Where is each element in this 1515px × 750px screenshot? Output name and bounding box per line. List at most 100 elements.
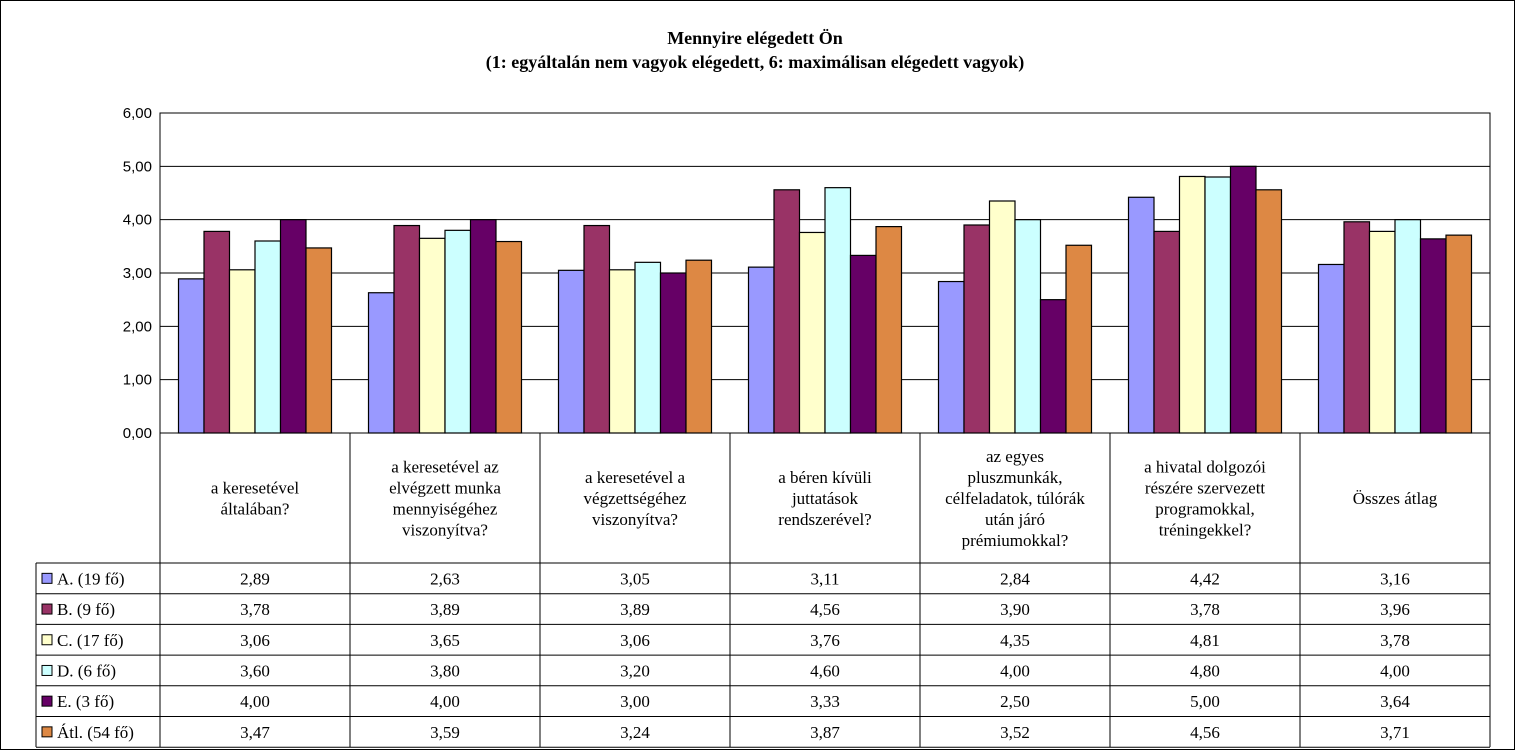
data-value-label: 4,35 (1000, 631, 1030, 650)
bar (1255, 189, 1283, 434)
data-value-label: 4,00 (430, 692, 460, 711)
bar (1445, 234, 1473, 434)
chart-title-block: Mennyire elégedett Ön (1: egyáltalán nem… (160, 26, 1350, 74)
bar (1343, 221, 1371, 434)
bar (557, 269, 585, 434)
y-tick-label: 4,00 (123, 212, 152, 229)
series-name: C. (17 fő) (57, 631, 124, 650)
category-label: az egyes (986, 447, 1044, 466)
bar (988, 200, 1016, 434)
data-value-label: 3,20 (620, 661, 650, 680)
legend-key (41, 664, 53, 676)
category-label: célfeladatok, túlórák (945, 489, 1085, 508)
category-label: tréningekkel? (1159, 521, 1252, 540)
bar (773, 189, 801, 434)
bar (203, 230, 231, 434)
category-label: a keresetével az (391, 458, 499, 477)
category-label: juttatások (791, 489, 859, 508)
data-value-label: 4,80 (1190, 661, 1220, 680)
y-tick-label: 3,00 (123, 265, 152, 282)
y-tick-label: 2,00 (123, 318, 152, 335)
data-value-label: 3,60 (240, 661, 270, 680)
bar (254, 240, 282, 434)
bar (1014, 219, 1042, 434)
data-value-label: 2,63 (430, 569, 460, 588)
data-value-label: 3,06 (240, 631, 270, 650)
data-value-label: 3,47 (240, 723, 270, 742)
category-label: a keresetével (211, 479, 300, 498)
series-name: D. (6 fő) (57, 661, 116, 680)
bar (1039, 299, 1067, 434)
bar (798, 231, 826, 434)
data-value-label: 5,00 (1190, 692, 1220, 711)
category-label: rendszerével? (778, 510, 871, 529)
data-value-label: 4,42 (1190, 569, 1220, 588)
bar (1178, 175, 1206, 434)
series-name: Átl. (54 fő) (57, 723, 134, 742)
data-value-label: 3,65 (430, 631, 460, 650)
bar (228, 269, 256, 434)
bar (1229, 165, 1257, 434)
data-value-label: 4,00 (1000, 661, 1030, 680)
category-label: végzettségéhez (584, 489, 687, 508)
bar (1127, 196, 1155, 434)
y-tick-label: 1,00 (123, 372, 152, 389)
data-value-label: 3,16 (1380, 569, 1410, 588)
data-value-label: 3,00 (620, 692, 650, 711)
data-value-label: 3,59 (430, 723, 460, 742)
category-label: részére szervezett (1145, 479, 1266, 498)
bar (963, 224, 991, 434)
data-value-label: 3,87 (810, 723, 840, 742)
bar (634, 261, 662, 434)
data-value-label: 3,90 (1000, 600, 1030, 619)
chart-subtitle: (1: egyáltalán nem vagyok elégedett, 6: … (485, 52, 1025, 72)
bar (583, 224, 611, 434)
category-label: után járó (985, 510, 1045, 529)
category-label: általában? (221, 500, 290, 519)
category-label: a hivatal dolgozói (1144, 458, 1266, 477)
data-value-label: 4,56 (810, 600, 840, 619)
series-name: B. (9 fő) (57, 600, 115, 619)
bar (937, 280, 965, 434)
bar (177, 278, 205, 434)
category-label: Összes átlag (1353, 489, 1438, 508)
data-value-label: 3,78 (1190, 600, 1220, 619)
data-value-label: 3,05 (620, 569, 650, 588)
data-value-label: 2,84 (1000, 569, 1030, 588)
bar (279, 219, 307, 434)
bar (1153, 230, 1181, 434)
bar (659, 272, 687, 434)
y-tick-label: 5,00 (123, 158, 152, 175)
y-tick-label: 6,00 (123, 105, 152, 122)
series-name: A. (19 fő) (57, 569, 125, 588)
bar (418, 237, 446, 434)
bar (495, 240, 523, 434)
category-label: viszonyítva? (592, 510, 678, 529)
bar (875, 226, 903, 434)
chart-title: Mennyire elégedett Ön (667, 28, 843, 48)
data-value-label: 3,71 (1380, 723, 1410, 742)
category-label: pluszmunkák, (968, 468, 1063, 487)
category-label: elvégzett munka (389, 479, 501, 498)
data-value-label: 3,64 (1380, 692, 1410, 711)
bar (1204, 176, 1232, 434)
category-label: mennyiségéhez (393, 500, 498, 519)
bar (444, 229, 472, 434)
data-value-label: 3,06 (620, 631, 650, 650)
series-name: E. (3 fő) (57, 692, 114, 711)
legend-key (41, 726, 53, 738)
data-value-label: 3,89 (430, 600, 460, 619)
data-value-label: 3,76 (810, 631, 840, 650)
bar (824, 187, 852, 434)
bar (367, 292, 395, 434)
bar (608, 269, 636, 434)
legend-key (41, 572, 53, 584)
y-tick-label: 0,00 (123, 425, 152, 442)
bar (469, 219, 497, 434)
data-value-label: 2,50 (1000, 692, 1030, 711)
category-label: viszonyítva? (402, 521, 488, 540)
data-value-label: 3,89 (620, 600, 650, 619)
data-value-label: 3,24 (620, 723, 650, 742)
legend-key (41, 603, 53, 615)
